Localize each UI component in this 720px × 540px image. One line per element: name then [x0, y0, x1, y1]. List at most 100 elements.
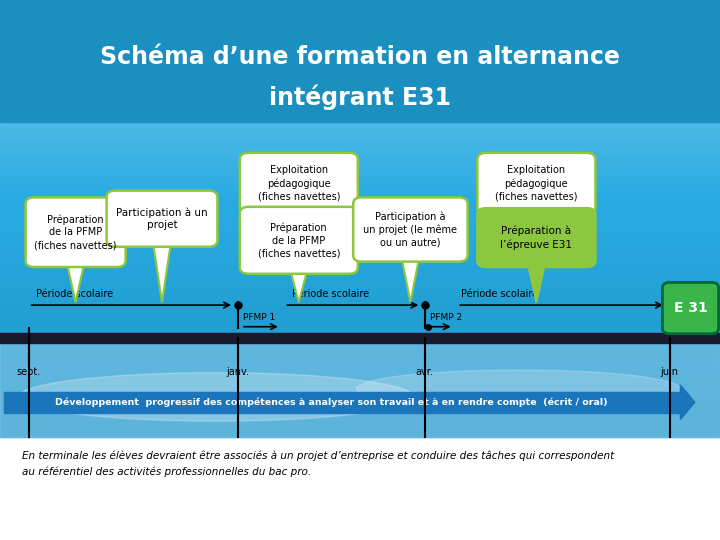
Bar: [0, 302, 720, 304]
Bar: [0, 148, 720, 151]
Bar: [0, 96, 720, 98]
Bar: [0, 361, 720, 363]
FancyBboxPatch shape: [477, 153, 595, 214]
Bar: [0, 63, 720, 65]
Bar: [0, 337, 720, 339]
Bar: [0, 319, 720, 321]
Bar: [0, 359, 720, 361]
Bar: [0, 39, 720, 42]
Bar: [0, 68, 720, 70]
Bar: [0, 13, 720, 15]
Text: Participation à un
projet: Participation à un projet: [116, 207, 208, 231]
Bar: [0, 105, 720, 107]
Bar: [0, 381, 720, 383]
Polygon shape: [401, 255, 420, 302]
Bar: [0, 153, 720, 156]
Polygon shape: [289, 267, 308, 302]
FancyBboxPatch shape: [25, 197, 125, 267]
Bar: [0, 52, 720, 55]
Bar: [0, 269, 720, 271]
Bar: [0, 223, 720, 225]
Bar: [0, 107, 720, 109]
Bar: [0, 19, 720, 22]
Bar: [0, 394, 720, 396]
Bar: [0, 221, 720, 223]
Bar: [0, 273, 720, 275]
Bar: [0, 57, 720, 59]
Bar: [0, 249, 720, 252]
Bar: [0, 278, 720, 280]
Bar: [0, 17, 720, 19]
Bar: [0, 392, 720, 394]
Bar: [0, 129, 720, 131]
Bar: [0, 275, 720, 278]
Bar: [0, 217, 720, 219]
Bar: [0, 308, 720, 310]
Bar: [0, 383, 720, 385]
Bar: [0, 173, 720, 175]
Bar: [0, 304, 720, 306]
Bar: [0, 280, 720, 282]
Bar: [0, 103, 720, 105]
Bar: [0, 333, 720, 335]
Bar: [0, 112, 720, 114]
Bar: [0, 291, 720, 293]
Bar: [0, 400, 720, 402]
Bar: [0, 94, 720, 96]
Bar: [0, 92, 720, 94]
Text: intégrant E31: intégrant E31: [269, 84, 451, 110]
Bar: [0, 184, 720, 186]
Bar: [0, 427, 720, 429]
Bar: [0, 295, 720, 298]
Bar: [0, 0, 720, 2]
Bar: [0, 306, 720, 308]
Bar: [0, 212, 720, 214]
Bar: [0, 158, 720, 160]
Bar: [0, 258, 720, 260]
Bar: [0, 120, 720, 123]
Text: janv.: janv.: [226, 367, 249, 377]
Bar: [0, 50, 720, 52]
Bar: [0, 317, 720, 319]
Bar: [0, 321, 720, 323]
Bar: [0, 372, 720, 374]
Bar: [0, 346, 720, 348]
Bar: [0, 374, 720, 376]
Bar: [0, 402, 720, 404]
FancyBboxPatch shape: [107, 191, 217, 247]
Bar: [0, 171, 720, 173]
Bar: [0, 245, 720, 247]
Bar: [0, 431, 720, 433]
Bar: [0, 65, 720, 68]
Bar: [0, 131, 720, 133]
Bar: [0, 15, 720, 17]
Polygon shape: [527, 260, 546, 302]
Bar: [0, 429, 720, 431]
Bar: [0, 282, 720, 284]
Text: juin: juin: [661, 367, 679, 377]
Bar: [0, 160, 720, 162]
Bar: [0, 26, 720, 29]
Bar: [0, 363, 720, 365]
Bar: [0, 404, 720, 407]
Bar: [0, 243, 720, 245]
Bar: [0, 289, 720, 291]
Text: avr.: avr.: [416, 367, 433, 377]
Bar: [0, 265, 720, 267]
Bar: [0, 376, 720, 379]
Bar: [0, 188, 720, 190]
Bar: [0, 343, 720, 346]
Bar: [0, 437, 720, 540]
Bar: [0, 114, 720, 116]
Bar: [0, 300, 720, 302]
Bar: [0, 335, 720, 437]
Bar: [0, 420, 720, 422]
Bar: [0, 379, 720, 381]
Bar: [0, 81, 720, 83]
Bar: [0, 2, 720, 4]
Bar: [0, 166, 720, 168]
Bar: [0, 177, 720, 179]
Bar: [0, 315, 720, 317]
Text: Période scolaire: Période scolaire: [292, 288, 369, 299]
Bar: [0, 140, 720, 142]
